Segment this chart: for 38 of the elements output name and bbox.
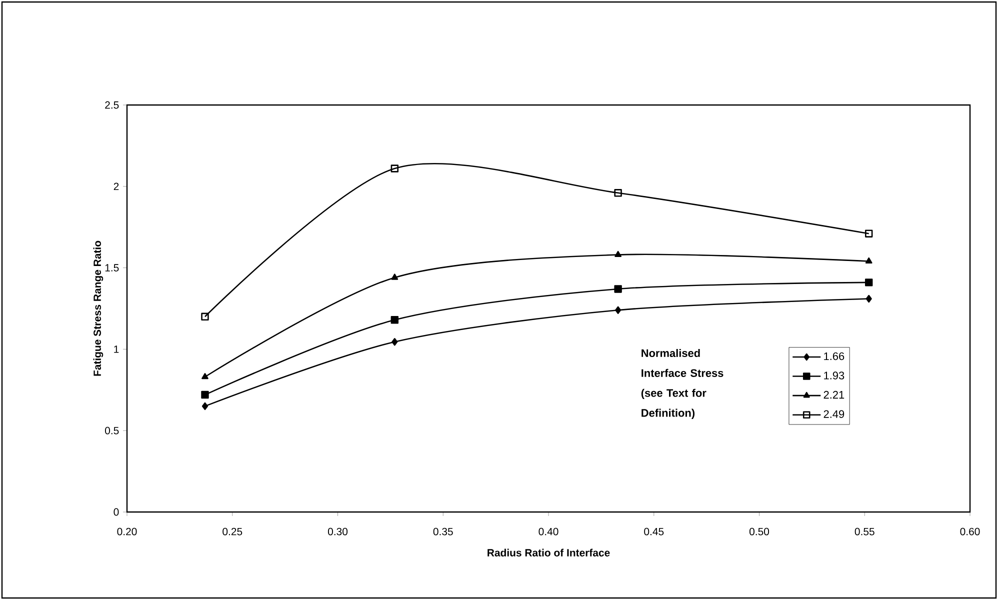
y-axis-title: Fatigue Stress Range Ratio <box>93 240 104 376</box>
x-tick-label: 0.20 <box>117 528 137 536</box>
point <box>614 285 622 293</box>
point <box>614 189 622 197</box>
legend-title: Normalised Interface Stress (see Text for Definition) <box>641 348 724 419</box>
y-tick-label: 1.5 <box>105 264 119 272</box>
y-tick-label: 1 <box>114 346 119 353</box>
x-tick-label: 0.35 <box>433 528 453 536</box>
y-tick-label: 2 <box>114 182 119 190</box>
y-tick-label: 2.5 <box>105 101 119 109</box>
y-tick-label: 0.5 <box>105 426 119 434</box>
legend-label: 2.49 <box>824 410 844 418</box>
point <box>390 164 399 172</box>
point <box>391 274 398 280</box>
point <box>201 312 209 320</box>
point <box>865 257 872 264</box>
legend-label: 2.21 <box>824 390 844 399</box>
point <box>201 390 209 399</box>
point <box>865 230 873 238</box>
x-axis-title: Radius Ratio of Interface <box>488 548 610 556</box>
x-tick-label: 0.55 <box>854 528 874 536</box>
x-tick-label: 0.30 <box>328 528 348 536</box>
legend-label: 1.93 <box>824 372 844 380</box>
x-tick-label: 0.60 <box>960 528 980 536</box>
x-tick-label: 0.50 <box>749 528 770 536</box>
y-tick-label: 0 <box>114 508 119 516</box>
point <box>866 294 872 303</box>
x-tick-label: 0.45 <box>644 528 664 536</box>
point <box>390 316 399 324</box>
point <box>202 402 208 410</box>
point <box>392 338 398 346</box>
x-tick-label: 0.40 <box>538 528 558 536</box>
point <box>202 373 208 380</box>
point <box>615 306 622 314</box>
legend-label: 1.66 <box>824 352 844 360</box>
point <box>614 250 622 258</box>
x-tick-label: 0.25 <box>222 528 242 536</box>
point <box>865 278 873 286</box>
